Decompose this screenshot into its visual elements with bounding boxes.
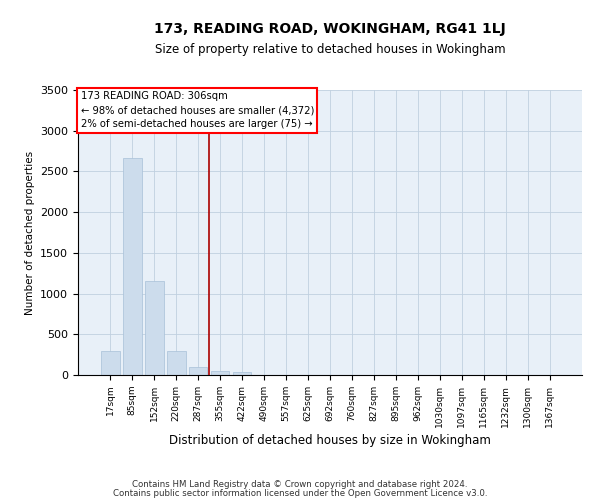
Bar bbox=[123, 158, 142, 375]
Text: 173, READING ROAD, WOKINGHAM, RG41 1LJ: 173, READING ROAD, WOKINGHAM, RG41 1LJ bbox=[154, 22, 506, 36]
Text: Contains public sector information licensed under the Open Government Licence v3: Contains public sector information licen… bbox=[113, 488, 487, 498]
Bar bbox=[211, 370, 229, 375]
Bar bbox=[233, 372, 251, 375]
Text: Size of property relative to detached houses in Wokingham: Size of property relative to detached ho… bbox=[155, 42, 505, 56]
Bar bbox=[189, 367, 208, 375]
Bar bbox=[145, 280, 164, 375]
X-axis label: Distribution of detached houses by size in Wokingham: Distribution of detached houses by size … bbox=[169, 434, 491, 447]
Text: Contains HM Land Registry data © Crown copyright and database right 2024.: Contains HM Land Registry data © Crown c… bbox=[132, 480, 468, 489]
Y-axis label: Number of detached properties: Number of detached properties bbox=[25, 150, 35, 314]
Text: 173 READING ROAD: 306sqm
← 98% of detached houses are smaller (4,372)
2% of semi: 173 READING ROAD: 306sqm ← 98% of detach… bbox=[80, 92, 314, 130]
Bar bbox=[167, 350, 185, 375]
Bar bbox=[101, 352, 119, 375]
